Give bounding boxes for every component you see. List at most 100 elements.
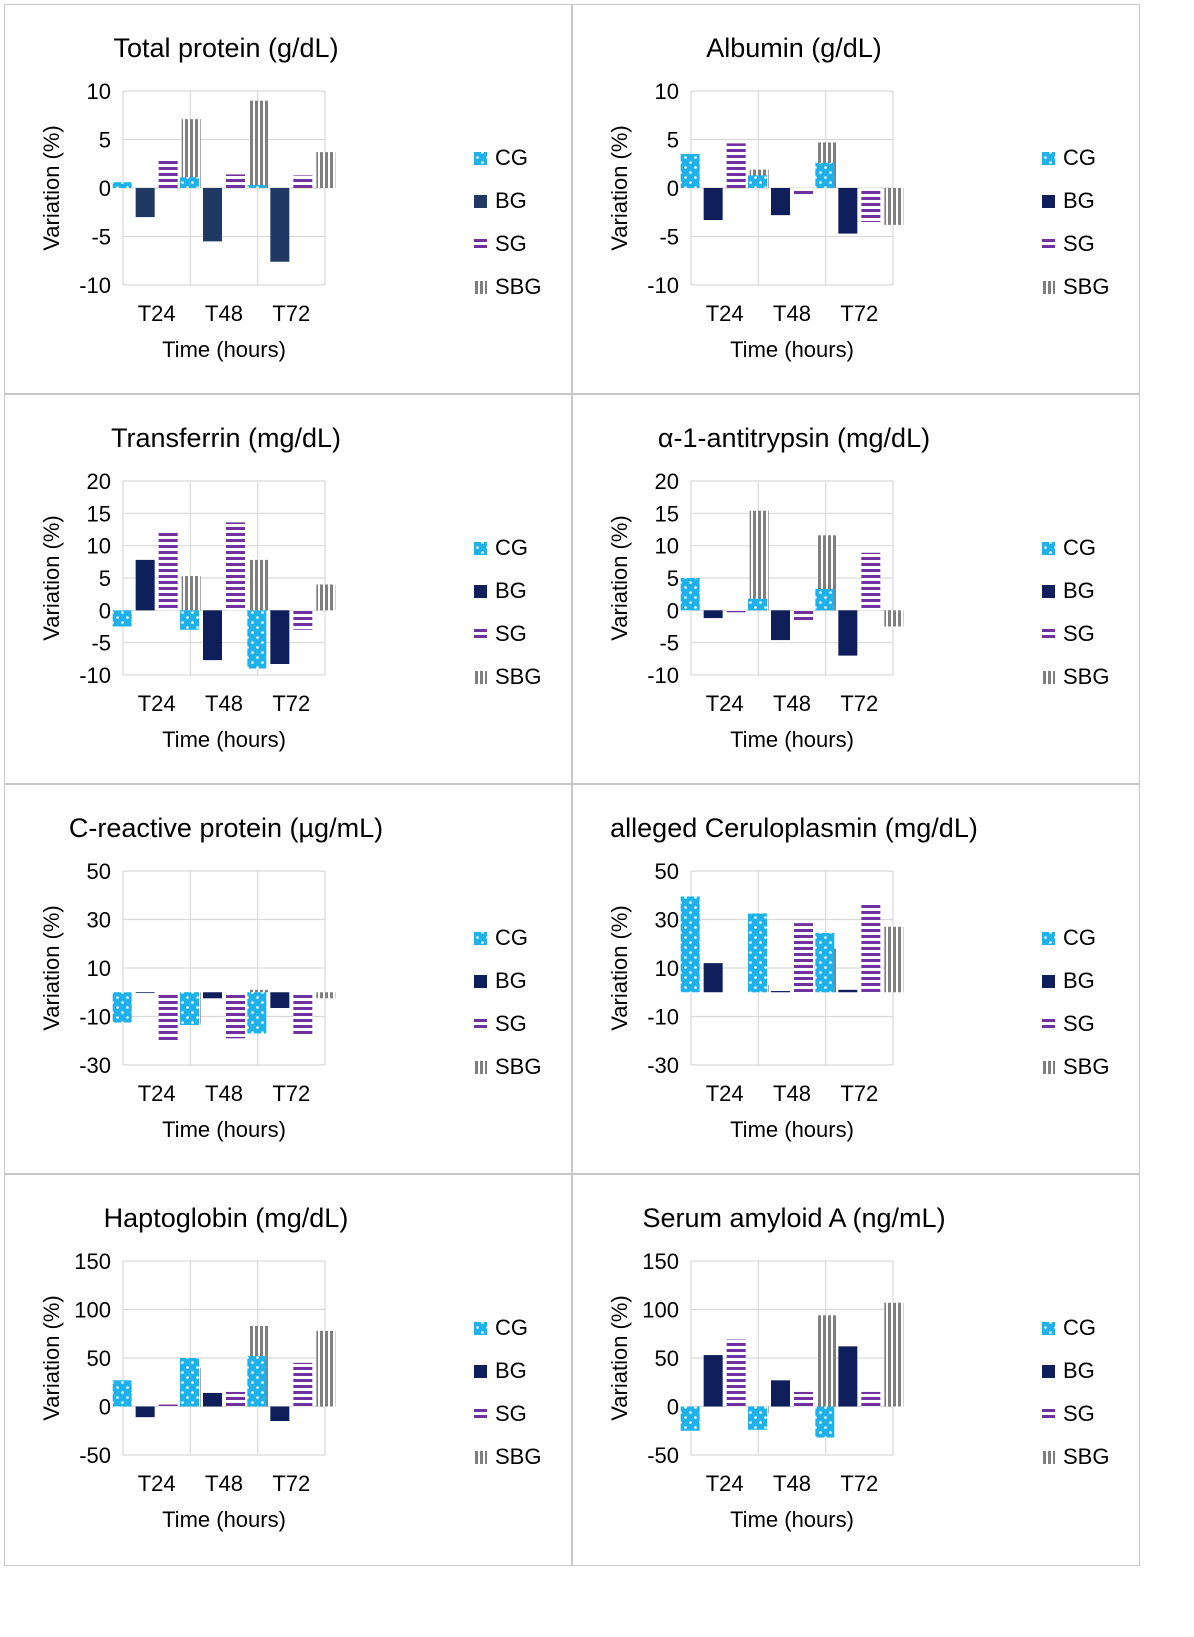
legend-swatch-cg	[1042, 152, 1055, 165]
legend-label-sbg: SBG	[1063, 1444, 1109, 1469]
y-tick-label: 150	[74, 1249, 111, 1274]
y-tick-label: 0	[99, 1395, 111, 1420]
y-tick-label: -5	[659, 631, 679, 656]
bar-cg-t72	[247, 610, 267, 669]
bar-cg-t48	[748, 598, 767, 611]
y-tick-label: 5	[99, 128, 111, 153]
x-tick-label: T72	[840, 1081, 878, 1106]
bar-sg-t72	[293, 610, 313, 630]
y-tick-label: -30	[79, 1053, 111, 1078]
legend-label-bg: BG	[1063, 188, 1095, 213]
x-tick-label: T48	[773, 1471, 811, 1496]
bar-sg-t24	[158, 1404, 178, 1407]
bar-bg-t72	[270, 1406, 290, 1422]
bar-cg-t24	[112, 1380, 132, 1407]
bar-cg-t24	[680, 896, 700, 993]
x-tick-label: T24	[706, 1471, 744, 1496]
legend-swatch-sbg	[1042, 671, 1055, 684]
chart-panel-0: Total protein (g/dL) 10 5 0 -5 -10 T24 T48 T72 Ti…	[4, 4, 572, 394]
y-tick-label: 50	[87, 1346, 111, 1371]
bar-sbg-t72	[316, 1330, 336, 1407]
x-tick-label: T48	[205, 1081, 243, 1106]
legend-swatch-sbg	[1042, 1451, 1055, 1464]
chart-title: C-reactive protein (µg/mL)	[69, 813, 383, 843]
bar-cg-t48	[748, 913, 767, 993]
x-tick-label: T72	[272, 691, 310, 716]
legend-swatch-sbg	[474, 1061, 487, 1074]
y-axis-label: Variation (%)	[607, 905, 632, 1031]
x-axis-label: Time (hours)	[730, 727, 854, 752]
y-axis-label: Variation (%)	[39, 905, 64, 1031]
chart-title: Haptoglobin (mg/dL)	[104, 1203, 349, 1233]
x-axis-label: Time (hours)	[730, 1507, 854, 1532]
y-tick-label: -10	[647, 663, 679, 688]
y-tick-label: -10	[647, 273, 679, 298]
x-tick-label: T48	[205, 691, 243, 716]
chart-svg: Haptoglobin (mg/dL) 150 100 50 0 -50 T24 T48 T72…	[39, 1203, 541, 1532]
bar-cg-t24	[680, 578, 700, 611]
legend-swatch-cg	[474, 1322, 487, 1335]
x-tick-label: T48	[205, 301, 243, 326]
y-tick-label: 15	[655, 501, 679, 526]
legend-label-bg: BG	[495, 188, 527, 213]
legend-label-sg: SG	[495, 231, 527, 256]
legend-label-sg: SG	[495, 1401, 527, 1426]
y-tick-label: 0	[667, 598, 679, 623]
chart-svg: Total protein (g/dL)10 5 0 -5 -10 T24 T48 T72 Ti…	[39, 33, 541, 362]
bar-sg-t24	[158, 158, 178, 188]
legend-swatch-bg	[1042, 1365, 1055, 1378]
chart-title: Serum amyloid A (ng/mL)	[642, 1203, 945, 1233]
y-tick-label: 50	[655, 1346, 679, 1371]
bar-cg-t72	[815, 1406, 835, 1438]
bar-cg-t48	[748, 175, 767, 188]
chart-title: α-1-antitrypsin (mg/dL)	[658, 423, 930, 453]
y-tick-label: 150	[642, 1249, 679, 1274]
legend-label-sg: SG	[495, 1011, 527, 1036]
legend-swatch-bg	[1042, 585, 1055, 598]
y-tick-label: 50	[87, 859, 111, 884]
y-tick-label: 5	[667, 566, 679, 591]
x-tick-label: T72	[272, 1471, 310, 1496]
bar-bg-t72	[838, 989, 858, 993]
bar-sg-t72	[861, 1391, 881, 1407]
chart-panel-4: C-reactive protein (µg/mL) 50 30 10 -10 -30 T2…	[4, 784, 572, 1174]
bar-sbg-t48	[249, 100, 268, 188]
x-tick-label: T24	[706, 691, 744, 716]
bar-sg-t24	[726, 143, 746, 188]
bar-bg-t72	[838, 1346, 858, 1407]
chart-svg: C-reactive protein (µg/mL) 50 30 10 -10 -30 T2…	[39, 813, 541, 1142]
bar-bg-t72	[270, 610, 290, 665]
legend-label-bg: BG	[495, 578, 527, 603]
legend-swatch-sg	[474, 1408, 487, 1421]
legend-swatch-sg	[1042, 1018, 1055, 1031]
legend-label-sg: SG	[1063, 231, 1095, 256]
bar-bg-t48	[771, 991, 790, 993]
bar-bg-t48	[771, 610, 790, 641]
bar-sg-t24	[726, 1339, 746, 1407]
chart-panel-7: Serum amyloid A (ng/mL) 150 100 50 0 -50 T24 T4…	[572, 1174, 1140, 1566]
y-tick-label: 20	[655, 469, 679, 494]
bar-sg-t24	[158, 992, 178, 1041]
chart-title: Transferrin (mg/dL)	[111, 423, 341, 453]
legend-label-sbg: SBG	[1063, 274, 1109, 299]
legend-label-sbg: SBG	[495, 1054, 541, 1079]
bar-cg-t24	[112, 610, 132, 627]
legend-swatch-cg	[474, 932, 487, 945]
bar-sg-t72	[861, 188, 881, 222]
y-tick-label: 5	[99, 566, 111, 591]
bar-sg-t48	[794, 1391, 813, 1407]
bar-cg-t48	[180, 1358, 199, 1407]
legend-label-sg: SG	[1063, 621, 1095, 646]
y-tick-label: -5	[659, 225, 679, 250]
bar-sg-t48	[226, 1391, 245, 1407]
legend-label-cg: CG	[1063, 145, 1096, 170]
bar-sg-t48	[226, 522, 245, 611]
x-tick-label: T72	[840, 301, 878, 326]
legend-swatch-bg	[474, 975, 487, 988]
bar-sbg-t72	[884, 1302, 904, 1407]
bar-sg-t72	[293, 992, 313, 1035]
bar-cg-t72	[247, 992, 267, 1034]
chart-svg: α-1-antitrypsin (mg/dL) 20 15 10 5 0 -5 -10 T24 T…	[607, 423, 1109, 752]
legend-swatch-bg	[474, 585, 487, 598]
bar-bg-t24	[135, 559, 155, 611]
